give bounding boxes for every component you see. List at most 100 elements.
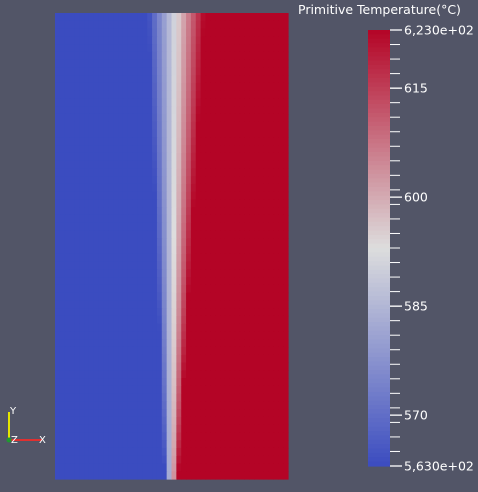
field-cell [176, 416, 182, 426]
field-cell [137, 199, 143, 208]
field-cell [278, 98, 284, 107]
field-cell [210, 222, 216, 232]
field-cell [55, 191, 61, 200]
field-cell [229, 222, 236, 232]
field-cell [137, 471, 143, 480]
field-cell [215, 13, 221, 22]
field-cell [195, 401, 202, 410]
field-cell [69, 401, 76, 410]
field-cell [152, 230, 158, 239]
field-cell [278, 432, 284, 441]
field-cell [190, 59, 197, 68]
field-cell [55, 315, 61, 325]
field-cell [195, 222, 202, 232]
field-cell [254, 308, 260, 317]
field-cell [142, 284, 148, 294]
field-cell [273, 455, 279, 465]
field-cell [142, 176, 148, 185]
field-cell [176, 331, 182, 340]
field-cell [69, 315, 76, 325]
field-cell [64, 246, 71, 255]
field-cell [84, 416, 90, 426]
field-cell [118, 300, 124, 309]
field-cell [181, 191, 187, 200]
field-cell [278, 269, 284, 278]
field-cell [88, 300, 95, 309]
field-cell [254, 253, 260, 263]
field-cell [249, 222, 255, 232]
field-cell [103, 409, 109, 418]
field-cell [171, 447, 177, 457]
field-cell [268, 222, 275, 232]
field-cell [244, 385, 250, 395]
field-cell [55, 261, 61, 270]
field-cell [229, 20, 236, 30]
field-cell [273, 424, 279, 433]
field-cell [98, 261, 105, 270]
field-cell [210, 393, 216, 402]
field-cell [181, 246, 187, 255]
field-cell [220, 214, 226, 224]
field-cell [190, 284, 197, 294]
field-cell [254, 67, 260, 76]
field-cell [273, 90, 279, 100]
field-cell [176, 98, 182, 107]
field-cell [161, 277, 168, 286]
field-cell [132, 253, 139, 263]
field-cell [79, 82, 85, 92]
field-cell [171, 152, 177, 162]
field-cell [156, 424, 163, 433]
field-cell [205, 207, 211, 216]
field-cell [229, 447, 236, 457]
field-cell [244, 284, 250, 294]
field-cell [108, 447, 114, 457]
field-cell [181, 269, 187, 278]
field-cell [215, 28, 221, 37]
field-cell [79, 230, 85, 239]
field-cell [113, 269, 119, 278]
field-cell [64, 339, 71, 348]
field-cell [88, 393, 95, 402]
field-cell [215, 315, 221, 325]
field-cell [234, 284, 241, 294]
field-cell [210, 145, 216, 154]
field-cell [122, 20, 129, 30]
field-cell [88, 222, 95, 232]
field-cell [132, 222, 139, 232]
field-cell [103, 362, 109, 371]
field-cell [161, 385, 168, 395]
field-cell [278, 308, 284, 317]
field-cell [69, 168, 76, 177]
field-cell [122, 471, 129, 480]
field-cell [74, 447, 80, 457]
field-cell [137, 346, 143, 356]
field-cell [176, 67, 182, 76]
field-cell [152, 261, 158, 270]
field-cell [59, 354, 66, 364]
field-cell [229, 51, 236, 61]
field-cell [113, 183, 119, 193]
field-cell [166, 269, 173, 278]
field-cell [186, 36, 192, 45]
field-cell [84, 199, 90, 208]
field-cell [249, 315, 255, 325]
field-cell [278, 339, 284, 348]
field-cell [283, 354, 289, 364]
field-cell [283, 300, 289, 309]
field-cell [195, 152, 202, 162]
field-cell [273, 339, 279, 348]
field-cell [113, 207, 119, 216]
field-cell [132, 160, 139, 169]
field-cell [239, 214, 245, 224]
field-cell [244, 246, 250, 255]
field-cell [273, 246, 279, 255]
field-cell [176, 207, 182, 216]
field-cell [152, 416, 158, 426]
field-cell [147, 207, 153, 216]
field-cell [132, 238, 139, 247]
field-cell [84, 300, 90, 309]
field-cell [118, 471, 124, 480]
field-cell [108, 191, 114, 200]
